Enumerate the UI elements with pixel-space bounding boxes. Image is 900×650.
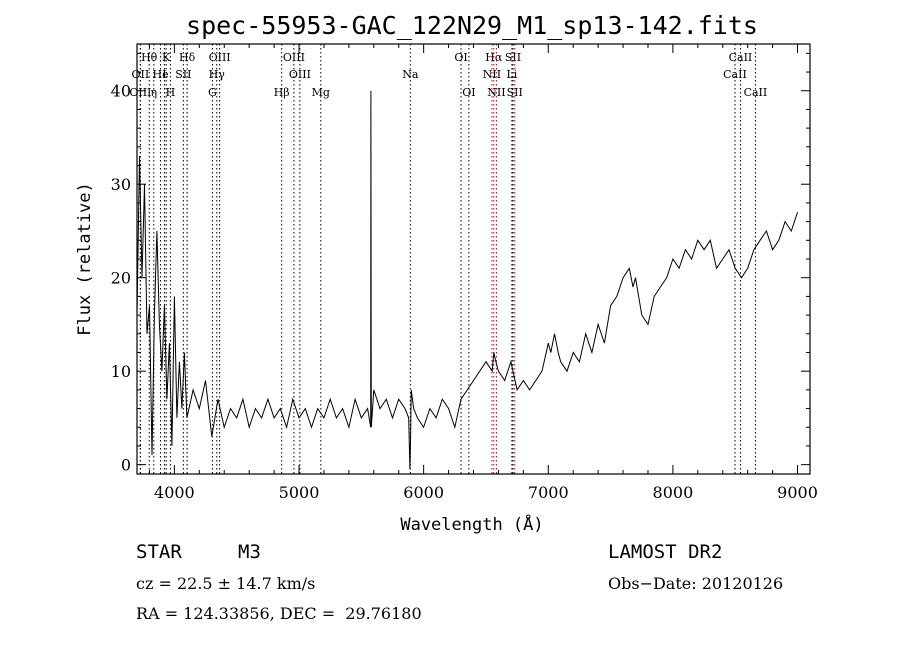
obs-date: Obs−Date: 20120126 [608, 574, 784, 593]
spectral-line-label: Mg [312, 86, 330, 99]
spectral-line-label: SII [505, 51, 521, 64]
spectrum-plot: spec-55953-GAC_122N29_M1_sp13-142.fits H… [75, 11, 818, 535]
survey-name: LAMOST DR2 [608, 541, 723, 563]
spectral-line-label: NII [487, 86, 505, 99]
chart-title: spec-55953-GAC_122N29_M1_sp13-142.fits [186, 11, 758, 40]
spectral-line-label: Hγ [209, 68, 226, 81]
spectral-line-label: Na [402, 68, 419, 81]
spectral-line-label: I [162, 68, 166, 81]
y-tick-label: 10 [111, 362, 131, 381]
spectral-line-label: CaII [729, 51, 753, 64]
spectrum-line [136, 90, 798, 470]
spectral-line-label: H [166, 86, 176, 99]
spectral-line-label: Hδ [179, 51, 196, 64]
y-tick-label: 0 [121, 456, 131, 475]
spectral-line-label: SII [507, 86, 523, 99]
spectral-line-label: CaII [744, 86, 768, 99]
spectral-line-label: He [153, 68, 169, 81]
spectral-line-label: OI [454, 51, 467, 64]
spectral-line-label: OI [462, 86, 475, 99]
x-tick-label: 9000 [777, 483, 818, 502]
spectral-line-label: Hβ [274, 86, 290, 99]
x-tick-label: 6000 [403, 483, 444, 502]
x-tick-label: 7000 [528, 483, 569, 502]
spectral-line-label: K [162, 51, 171, 64]
spectral-line-label: Hθ [141, 51, 158, 64]
x-tick-label: 4000 [154, 483, 195, 502]
object-class: STAR [136, 541, 182, 563]
spectral-line-label: CaII [723, 68, 747, 81]
y-tick-label: 20 [111, 269, 131, 288]
y-tick-label: 40 [111, 82, 131, 101]
spectral-line-label: OIII [129, 86, 151, 99]
coordinates: RA = 124.33856, DEC = 29.76180 [136, 604, 422, 623]
spectral-line-label: OII [132, 68, 150, 81]
tick-labels: 4000 5000 6000 7000 8000 9000 0 10 20 30 40 [111, 82, 818, 502]
spectral-line-label: SII [175, 68, 191, 81]
plot-frame [136, 43, 811, 475]
redshift-info: cz = 22.5 ± 14.7 km/s [136, 574, 316, 593]
y-axis-label: Flux (relative) [75, 182, 95, 336]
spectral-line-label: Li [506, 68, 517, 81]
x-axis-label: Wavelength (Å) [400, 513, 543, 535]
object-subclass: M3 [238, 541, 261, 563]
y-tick-label: 30 [111, 175, 131, 194]
axis-ticks [137, 44, 810, 474]
spectral-line-label: NII [483, 68, 501, 81]
spectral-line-label: G [208, 86, 217, 99]
x-tick-label: 8000 [653, 483, 694, 502]
spectral-line-label: OIII [289, 68, 311, 81]
spectral-line-label: OIII [209, 51, 231, 64]
x-tick-label: 5000 [279, 483, 320, 502]
spectral-line-label: η [151, 86, 158, 99]
spectral-line-label: Hα [485, 51, 503, 64]
spectral-line-label: OIII [283, 51, 305, 64]
